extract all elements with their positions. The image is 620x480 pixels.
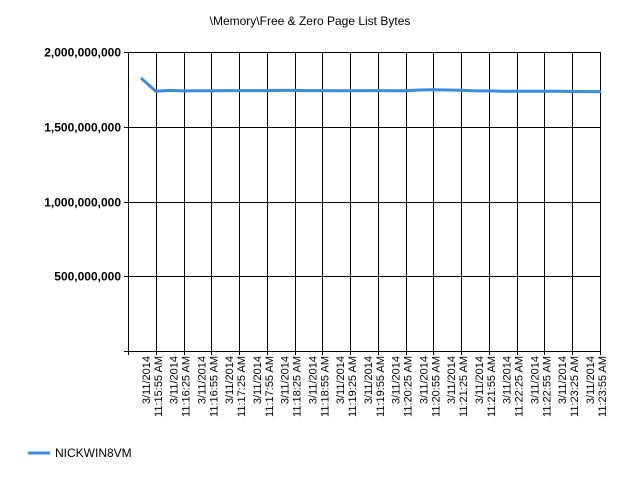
legend-label: NICKWIN8VM — [55, 446, 132, 460]
x-tick-label: 3/11/201411:23:55 AM — [585, 356, 609, 417]
y-tick-label: 500,000,000 — [54, 270, 121, 284]
x-tick-label: 3/11/201411:22:25 AM — [502, 356, 526, 417]
x-tick-label: 3/11/201411:22:55 AM — [529, 356, 553, 417]
x-tick-label: 3/11/201411:18:55 AM — [307, 356, 331, 417]
axis-layer — [124, 52, 600, 355]
x-tick-label: 3/11/201411:19:55 AM — [363, 356, 387, 417]
x-tick-label: 3/11/201411:18:25 AM — [280, 356, 304, 417]
chart-title: \Memory\Free & Zero Page List Bytes — [210, 14, 411, 28]
y-tick-labels: 500,000,000 1,000,000,000 1,500,000,000 2,0… — [44, 46, 121, 284]
y-tick-label: 1,500,000,000 — [44, 121, 121, 135]
x-tick-label: 3/11/201411:21:55 AM — [474, 356, 498, 417]
x-tick-label: 3/11/201411:16:25 AM — [169, 356, 193, 417]
legend: NICKWIN8VM — [28, 446, 132, 460]
y-tick-label: 2,000,000,000 — [44, 46, 121, 60]
x-tick-label: 3/11/201411:17:55 AM — [252, 356, 276, 417]
series-line — [140, 77, 602, 94]
series-layer — [140, 77, 602, 94]
x-tick-label: 3/11/201411:19:25 AM — [335, 356, 359, 417]
x-tick-label: 3/11/201411:23:25 AM — [557, 356, 581, 417]
y-tick-label: 1,000,000,000 — [44, 196, 121, 210]
x-tick-label: 3/11/201411:17:25 AM — [224, 356, 248, 417]
x-tick-labels: 3/11/201411:15:55 AM 3/11/201411:16:25 AM… — [141, 356, 609, 417]
x-tick-label: 3/11/201411:16:55 AM — [196, 356, 220, 417]
grid-layer — [124, 52, 601, 355]
x-tick-label: 3/11/201411:21:25 AM — [446, 356, 470, 417]
x-tick-label: 3/11/201411:20:55 AM — [418, 356, 442, 417]
x-tick-label: 3/11/201411:20:25 AM — [391, 356, 415, 417]
x-tick-label: 3/11/201411:15:55 AM — [141, 356, 165, 417]
